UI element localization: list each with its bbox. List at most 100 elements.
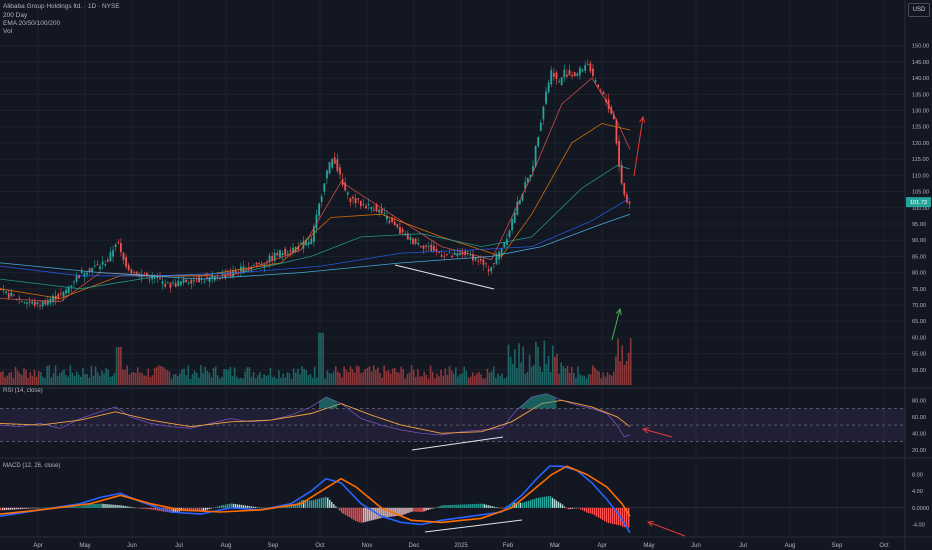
volume-bar [334,366,337,385]
candle-body [28,302,31,303]
volume-bar [438,376,440,385]
volume-bar [214,366,217,385]
macd-histogram-bar [302,500,305,508]
x-tick-label: 2025 [454,543,468,549]
macd-histogram-bar [379,507,381,519]
volume-bar [400,366,402,385]
volume-bar [610,375,613,385]
candle-body [610,107,613,114]
macd-histogram-bar [10,507,12,510]
volume-bar [415,376,417,385]
macd-histogram-bar [194,507,197,512]
macd-histogram-bar [90,504,92,508]
volume-bar [353,372,356,385]
volume-bar [324,378,327,385]
macd-histogram-bar [577,507,580,509]
candle-body [234,270,237,273]
volume-bar [396,371,398,385]
currency-button[interactable]: USD [908,3,930,17]
volume-bar [549,372,552,385]
volume-bar [457,376,459,385]
macd-histogram-bar [399,507,401,516]
volume-bar [316,377,318,385]
macd-histogram-bar [78,506,80,508]
volume-bar [558,373,560,385]
macd-histogram-bar [286,506,289,508]
macd-histogram-bar [94,503,96,508]
macd-histogram-bar [369,507,371,521]
volume-bar [240,377,242,385]
volume-bar [90,366,93,385]
volume-bar [27,377,29,385]
macd-histogram-bar [439,506,441,508]
volume-bar [8,372,11,385]
candle-body [386,215,388,220]
macd-histogram-bar [469,504,471,508]
macd-histogram-bar [407,507,409,514]
candle-body [597,84,600,88]
volume-bar [345,369,348,385]
volume-bar [37,371,40,385]
macd-histogram-bar [627,507,630,528]
candle-body [584,65,587,71]
candle-body [378,209,380,213]
candle-body [586,64,589,65]
candle-body [592,68,594,76]
macd-histogram-bar [343,507,345,514]
volume-bar [488,372,491,385]
candle-body [409,237,412,241]
volume-bar [560,362,562,385]
candle-body [513,212,516,223]
candle-body [229,271,232,276]
volume-bar [58,373,61,385]
volume-bar [627,352,630,385]
volume-bar [433,378,436,385]
macd-histogram-bar [409,507,411,513]
macd-histogram-bar [254,506,257,508]
candle-body [446,254,448,256]
macd-histogram-bar [120,505,122,508]
macd-histogram-bar [539,497,542,508]
volume-bar [362,372,364,385]
candle-body [203,281,206,283]
volume-bar [596,370,598,385]
rsi-title: RSI (14, close) [3,388,43,394]
macd-histogram-bar [30,507,32,509]
volume-bar [486,368,489,385]
macd-histogram-bar [256,507,259,508]
macd-histogram-bar [304,500,307,508]
candle-body [422,245,425,249]
macd-histogram-bar [519,502,522,508]
green-arrow-up-head [615,307,622,315]
macd-histogram-bar [541,497,544,508]
volume-bar [541,371,544,385]
candle-body [172,282,174,284]
x-tick-label: Aug [221,543,232,549]
macd-histogram-bar [140,507,142,509]
macd-histogram-bar [395,507,397,517]
macd-histogram-bar [397,507,399,516]
macd-histogram-bar [128,506,130,508]
macd-histogram-bar [136,507,138,509]
candle-body [57,294,60,299]
volume-bar [44,378,46,385]
rsi-tick-label: 20.00 [912,448,926,454]
volume-bar [92,375,95,385]
candle-body [122,252,125,260]
macd-histogram-bar [314,499,317,508]
candle-body [5,291,8,293]
candle-body [448,252,451,254]
candle-body [133,272,135,274]
candle-body [547,82,550,93]
macd-histogram-bar [246,505,249,508]
macd-histogram-bar [218,505,221,508]
candle-body [500,248,503,255]
volume-bar [139,372,141,385]
x-tick-label: Sep [268,543,279,549]
x-tick-label: Sep [832,543,843,549]
macd-histogram-bar [383,507,385,518]
macd-histogram-bar [262,507,265,509]
macd-histogram-bar [210,507,213,509]
macd-histogram-bar [86,504,88,508]
